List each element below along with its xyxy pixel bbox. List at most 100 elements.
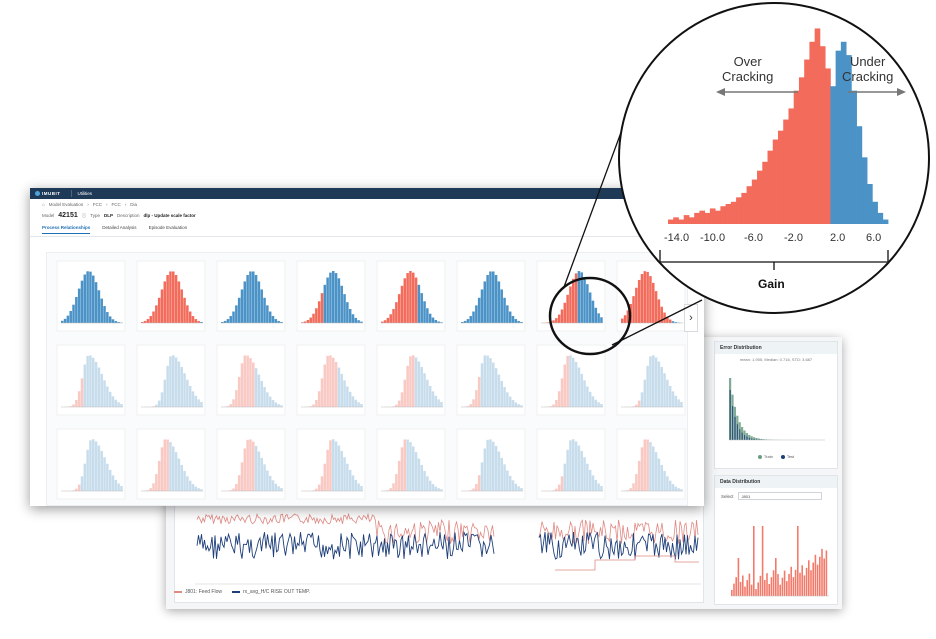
breadcrumb-item-2[interactable]: FCC bbox=[92, 202, 102, 207]
histogram-bar bbox=[475, 305, 478, 323]
zoom-histogram-bar bbox=[877, 212, 884, 224]
histogram-bar bbox=[334, 273, 338, 323]
histogram-bar bbox=[149, 316, 152, 323]
zoom-histogram-bar bbox=[788, 108, 795, 224]
histogram-bar bbox=[397, 400, 401, 407]
histogram-bar bbox=[483, 448, 487, 491]
tab-detailed-analysis[interactable]: Detailed Analysis bbox=[102, 225, 137, 230]
trend-legend-b-label: rx_avg_H/C RISE OUT TEMP. bbox=[242, 589, 311, 595]
tab-process-relationships[interactable]: Process Relationships bbox=[42, 225, 91, 234]
histogram-bar bbox=[191, 391, 195, 407]
histogram-bar bbox=[546, 322, 550, 323]
histogram-bar bbox=[500, 381, 503, 407]
histogram-bar bbox=[469, 490, 472, 491]
histogram-bar bbox=[346, 302, 349, 323]
zoom-histogram-bar bbox=[882, 219, 889, 224]
histogram-bar bbox=[657, 299, 661, 323]
histogram-bar bbox=[663, 312, 666, 323]
histogram-bar bbox=[383, 320, 387, 323]
histogram-bar bbox=[72, 404, 75, 407]
histogram-bar bbox=[346, 463, 349, 491]
histogram-bar bbox=[348, 309, 352, 323]
brand-logo[interactable]: IMUBIT bbox=[35, 190, 61, 197]
histogram-bar bbox=[329, 272, 332, 323]
histogram-bar bbox=[494, 445, 498, 491]
tab-episode-evaluation[interactable]: Episode Evaluation bbox=[148, 225, 188, 230]
histogram-bar bbox=[654, 452, 658, 491]
histogram-bar bbox=[395, 302, 398, 323]
histogram-bar bbox=[671, 391, 675, 407]
histogram-bar bbox=[386, 490, 390, 491]
histogram-bar bbox=[183, 297, 186, 323]
histogram-bar bbox=[163, 281, 167, 323]
description-value: dlp - Update scale factor bbox=[143, 213, 196, 218]
tick-label: -10.0 bbox=[700, 232, 726, 244]
histogram-bar bbox=[268, 475, 272, 491]
histogram-bar bbox=[197, 320, 200, 323]
histogram-bar bbox=[348, 469, 352, 491]
legend-test-label: Test bbox=[786, 454, 795, 459]
histogram-bar bbox=[166, 275, 169, 323]
trend-legend-a[interactable]: J801: Feed Flow bbox=[174, 589, 222, 595]
brand-name: IMUBIT bbox=[42, 190, 61, 196]
histogram-bar bbox=[254, 445, 258, 491]
histogram-bar bbox=[221, 321, 224, 323]
under-label-line-1: Under bbox=[849, 54, 886, 69]
histogram-bar bbox=[440, 489, 443, 491]
histogram-bar bbox=[268, 396, 272, 407]
error-train-bar bbox=[760, 438, 763, 440]
breadcrumb-item-3[interactable]: FCC bbox=[111, 202, 121, 207]
histogram-bar bbox=[426, 379, 429, 407]
zoom-histogram-bar bbox=[751, 179, 758, 224]
histogram-bar bbox=[280, 321, 283, 323]
info-icon[interactable]: ⓘ bbox=[81, 213, 87, 218]
histogram-bar bbox=[152, 406, 155, 407]
histogram-bar bbox=[243, 448, 247, 491]
error-test-bar bbox=[751, 438, 753, 440]
trend-legend: J801: Feed Flow rx_avg_H/C RISE OUT TEMP… bbox=[174, 589, 310, 595]
histogram-bar bbox=[660, 306, 663, 323]
zoom-histogram-bar bbox=[699, 210, 706, 224]
histogram-bar bbox=[412, 355, 415, 407]
histogram-bar bbox=[260, 381, 263, 407]
histogram-bar bbox=[508, 396, 512, 407]
data-distribution-bar bbox=[803, 575, 806, 596]
histogram-bar bbox=[643, 379, 647, 407]
module-menu[interactable]: Utilities bbox=[77, 191, 93, 196]
histogram-bar bbox=[497, 281, 501, 323]
histogram-bar bbox=[326, 355, 329, 407]
histogram-bar bbox=[237, 376, 241, 407]
data-select-dropdown[interactable]: J801 bbox=[737, 492, 822, 500]
legend-test[interactable]: Test bbox=[780, 454, 795, 459]
histogram-bar bbox=[263, 297, 266, 323]
zoom-histogram-bar bbox=[688, 217, 695, 224]
histogram-bar bbox=[100, 373, 103, 407]
zoom-histogram-bar bbox=[673, 217, 679, 224]
histogram-bar bbox=[97, 290, 101, 323]
legend-train-label: Train bbox=[763, 454, 773, 459]
histogram-bar bbox=[412, 446, 415, 491]
legend-train[interactable]: Train bbox=[757, 454, 773, 459]
histogram-bar bbox=[240, 363, 244, 407]
histogram-bar bbox=[117, 483, 120, 491]
histogram-bar bbox=[83, 274, 87, 323]
data-distribution-bar bbox=[742, 575, 744, 596]
histogram-bar bbox=[86, 271, 89, 323]
data-distribution-bar bbox=[757, 582, 759, 596]
histogram-bar bbox=[671, 321, 675, 323]
data-distribution-bar bbox=[801, 565, 803, 596]
histogram-bar bbox=[72, 304, 75, 323]
histogram-bar bbox=[180, 366, 183, 407]
home-icon[interactable]: ⌂ bbox=[42, 202, 45, 207]
histogram-bar bbox=[392, 483, 395, 491]
breadcrumb-item-1[interactable]: Model Evaluation bbox=[48, 202, 84, 207]
histogram-bar bbox=[357, 402, 360, 407]
histogram-bar bbox=[514, 402, 518, 407]
data-distribution-bar bbox=[766, 573, 768, 596]
histogram-bar bbox=[654, 291, 658, 323]
histogram-bar bbox=[343, 380, 346, 407]
next-page-button[interactable]: › bbox=[684, 304, 698, 332]
trend-legend-b[interactable]: rx_avg_H/C RISE OUT TEMP. bbox=[231, 589, 311, 595]
histogram-bar bbox=[266, 392, 269, 407]
zoom-histogram-bar bbox=[804, 59, 810, 224]
